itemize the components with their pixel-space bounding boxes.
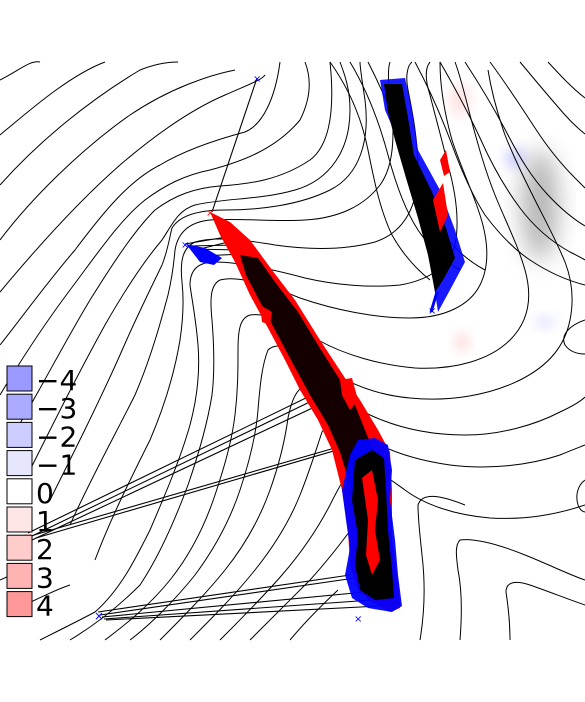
legend-swatch bbox=[6, 365, 33, 392]
legend-label: −1 bbox=[36, 449, 77, 482]
svg-text:×: × bbox=[181, 240, 189, 251]
svg-text:×: × bbox=[428, 306, 436, 317]
legend-label: 1 bbox=[36, 505, 54, 538]
legend-label: 4 bbox=[36, 590, 54, 623]
shaded-anomalies bbox=[450, 84, 558, 351]
track-north bbox=[380, 78, 465, 313]
svg-text:×: × bbox=[206, 208, 214, 219]
legend-swatch bbox=[6, 393, 33, 420]
legend-swatch bbox=[6, 562, 33, 589]
svg-text:×: × bbox=[94, 609, 104, 623]
legend-label: −3 bbox=[36, 392, 77, 425]
legend-label: −2 bbox=[36, 420, 77, 453]
track-main bbox=[186, 212, 402, 612]
legend-label: 2 bbox=[36, 533, 54, 566]
legend-swatch bbox=[6, 591, 33, 618]
legend-label: 3 bbox=[36, 561, 54, 594]
legend-label: 0 bbox=[36, 477, 54, 510]
svg-text:×: × bbox=[354, 614, 362, 625]
legend-swatch bbox=[6, 421, 33, 448]
legend-swatch bbox=[6, 478, 33, 505]
svg-text:×: × bbox=[253, 74, 261, 85]
legend-swatch bbox=[6, 450, 33, 477]
connector-lines bbox=[27, 77, 381, 621]
legend-label: −4 bbox=[36, 364, 77, 397]
legend-swatch bbox=[6, 506, 33, 533]
legend-swatch bbox=[6, 534, 33, 561]
